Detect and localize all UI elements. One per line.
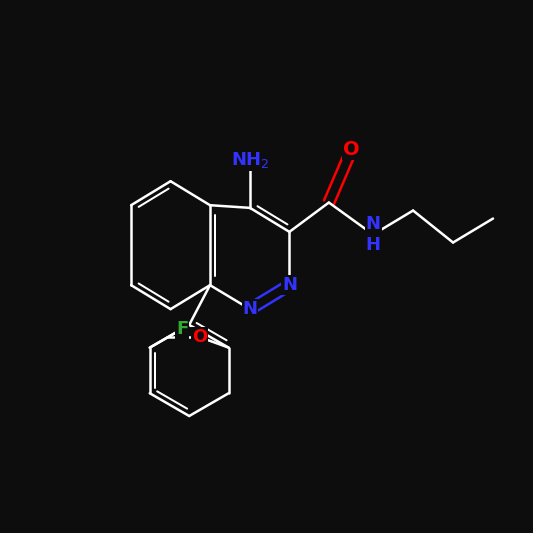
Text: N: N <box>282 276 297 294</box>
Text: N: N <box>243 300 257 318</box>
Text: NH$_2$: NH$_2$ <box>231 150 269 170</box>
Text: N
H: N H <box>366 215 381 254</box>
Text: O: O <box>192 328 207 346</box>
Text: O: O <box>343 140 360 159</box>
Text: F: F <box>176 320 188 338</box>
